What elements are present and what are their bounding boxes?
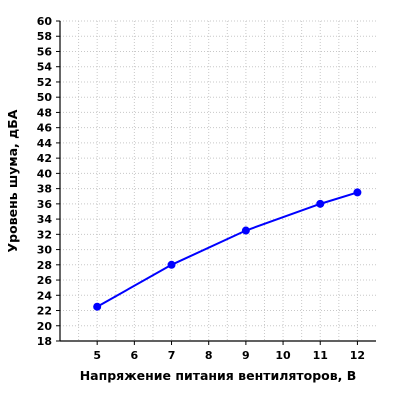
y-tick-label: 34 — [37, 213, 53, 226]
x-axis-title: Напряжение питания вентиляторов, В — [80, 368, 357, 383]
data-point — [316, 199, 325, 208]
x-tick-label: 9 — [242, 349, 250, 362]
axes — [56, 20, 376, 345]
y-tick-label: 48 — [37, 106, 52, 119]
data-point — [353, 188, 362, 197]
x-tick-label: 11 — [313, 349, 328, 362]
y-tick-label: 42 — [37, 152, 52, 165]
x-tick-label: 8 — [205, 349, 213, 362]
data-point — [93, 302, 102, 311]
y-tick-label: 30 — [37, 244, 53, 257]
y-tick-label: 36 — [37, 198, 53, 211]
y-tick-label: 50 — [37, 91, 53, 104]
y-tick-label: 44 — [37, 137, 53, 150]
series — [93, 188, 362, 311]
y-tick-label: 22 — [37, 305, 52, 318]
y-tick-label: 32 — [37, 228, 52, 241]
y-tick-label: 58 — [37, 30, 52, 43]
tick-labels: 1820222426283032343638404244464850525456… — [37, 15, 365, 362]
x-tick-label: 6 — [131, 349, 139, 362]
x-tick-label: 12 — [350, 349, 365, 362]
y-tick-label: 40 — [37, 167, 53, 180]
y-tick-label: 24 — [37, 289, 53, 302]
data-point — [241, 226, 250, 235]
y-tick-label: 18 — [37, 335, 52, 348]
x-tick-label: 7 — [168, 349, 176, 362]
y-tick-label: 26 — [37, 274, 53, 287]
y-tick-label: 56 — [37, 45, 53, 58]
y-tick-label: 52 — [37, 76, 52, 89]
y-tick-label: 28 — [37, 259, 52, 272]
y-tick-label: 60 — [37, 15, 53, 28]
grid — [60, 20, 376, 342]
y-tick-label: 38 — [37, 183, 52, 196]
y-tick-label: 20 — [37, 320, 53, 333]
y-tick-label: 46 — [37, 122, 53, 135]
y-axis-title: Уровень шума, дБА — [5, 109, 20, 252]
data-point — [167, 260, 176, 269]
x-tick-label: 5 — [93, 349, 101, 362]
y-tick-label: 54 — [37, 61, 53, 74]
x-tick-label: 10 — [275, 349, 291, 362]
